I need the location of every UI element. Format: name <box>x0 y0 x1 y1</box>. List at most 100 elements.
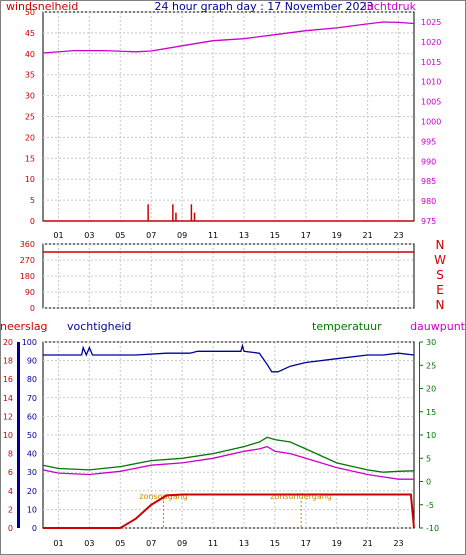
hour-tick-label: 23 <box>393 539 403 548</box>
hour-tick-label: 17 <box>301 539 311 548</box>
humidity-tick-label: 70 <box>27 394 37 403</box>
hour-tick-label: 15 <box>270 539 280 548</box>
hour-tick-label: 19 <box>332 539 342 548</box>
humidity-tick-label: 10 <box>27 505 37 514</box>
humidity-tick-label: 90 <box>27 357 37 366</box>
temperature-tick-label: 20 <box>426 385 436 394</box>
hour-tick-label: 17 <box>301 231 311 240</box>
rain-tick-label: 6 <box>8 468 13 477</box>
windspeed-tick-label: 35 <box>25 71 35 80</box>
hour-tick-label: 19 <box>332 231 342 240</box>
temperature-tick-label: 5 <box>426 454 431 463</box>
windspeed-tick-label: 15 <box>25 154 35 163</box>
chart-title: 24 hour graph day : 17 November 2023 <box>154 0 373 13</box>
hour-tick-label: 11 <box>208 231 218 240</box>
pressure-tick-label: 995 <box>421 137 436 146</box>
pressure-tick-label: 1015 <box>421 58 441 67</box>
sunset-label: zonsondergang <box>270 492 332 501</box>
compass-label: S <box>436 268 444 282</box>
rain-tick-label: 10 <box>3 431 13 440</box>
hour-tick-label: 11 <box>208 539 218 548</box>
direction-tick-label: 270 <box>20 256 35 265</box>
temperature-tick-label: 15 <box>426 408 436 417</box>
direction-tick-label: 360 <box>20 240 35 249</box>
hour-tick-label: 03 <box>84 231 94 240</box>
dewpoint-axis-title: dauwpunt <box>410 320 466 333</box>
pressure-tick-label: 985 <box>421 177 436 186</box>
pressure-tick-label: 1025 <box>421 18 441 27</box>
hour-tick-label: 03 <box>84 539 94 548</box>
hour-tick-label: 05 <box>115 231 125 240</box>
humidity-tick-label: 50 <box>27 431 37 440</box>
temperature-axis-title: temperatuur <box>312 320 382 333</box>
windspeed-tick-label: 40 <box>25 50 35 59</box>
windspeed-tick-label: 20 <box>25 133 35 142</box>
temperature-tick-label: 10 <box>426 431 436 440</box>
temperature-tick-label: -5 <box>426 501 434 510</box>
humidity-tick-label: 0 <box>32 524 37 533</box>
direction-tick-label: 0 <box>30 304 35 313</box>
temperature-line <box>42 436 415 473</box>
hour-tick-label: 13 <box>239 231 249 240</box>
rain-tick-label: 0 <box>8 524 13 533</box>
direction-tick-label: 180 <box>20 272 35 281</box>
rain-axis-title: neerslag <box>0 320 48 333</box>
hour-tick-label: 05 <box>115 539 125 548</box>
hour-tick-label: 13 <box>239 539 249 548</box>
temperature-tick-label: 0 <box>426 478 431 487</box>
windspeed-tick-label: 0 <box>30 217 35 226</box>
pressure-tick-label: 975 <box>421 217 436 226</box>
rain-tick-label: 18 <box>3 357 13 366</box>
temperature-tick-label: 25 <box>426 361 436 370</box>
pressure-tick-label: 1010 <box>421 78 441 87</box>
humidity-tick-label: 100 <box>22 338 37 347</box>
hour-tick-label: 01 <box>53 539 63 548</box>
windspeed-tick-label: 45 <box>25 29 35 38</box>
compass-label: N <box>436 298 445 312</box>
humidity-tick-label: 20 <box>27 487 37 496</box>
rain-tick-label: 16 <box>3 375 13 384</box>
windspeed-tick-label: 10 <box>25 175 35 184</box>
hour-tick-label: 21 <box>363 539 373 548</box>
compass-label: W <box>434 253 446 267</box>
compass-label: E <box>436 283 444 297</box>
humidity-tick-label: 40 <box>27 450 37 459</box>
pressure-tick-label: 1000 <box>421 117 441 126</box>
pressure-tick-label: 1020 <box>421 38 441 47</box>
hour-tick-label: 21 <box>363 231 373 240</box>
humidity-tick-label: 30 <box>27 468 37 477</box>
pressure-tick-label: 990 <box>421 157 436 166</box>
hour-tick-label: 15 <box>270 231 280 240</box>
pressure-axis-title: luchtdruk <box>364 0 417 13</box>
compass-label: N <box>436 238 445 252</box>
windspeed-tick-label: 5 <box>30 196 35 205</box>
hour-tick-label: 09 <box>177 539 187 548</box>
direction-tick-label: 90 <box>25 288 35 297</box>
hour-tick-label: 01 <box>53 231 63 240</box>
pressure-tick-label: 1005 <box>421 98 441 107</box>
windspeed-tick-label: 25 <box>25 113 35 122</box>
rain-tick-label: 14 <box>3 394 13 403</box>
dewpoint-line <box>42 445 414 480</box>
temperature-tick-label: 30 <box>426 338 436 347</box>
rain-line <box>43 493 415 529</box>
hour-tick-label: 09 <box>177 231 187 240</box>
rain-tick-label: 8 <box>8 450 13 459</box>
rain-tick-label: 2 <box>8 505 13 514</box>
pressure-tick-label: 980 <box>421 197 436 206</box>
humidity-axis-title: vochtigheid <box>67 320 131 333</box>
humidity-line <box>43 343 415 373</box>
rain-tick-label: 12 <box>3 412 13 421</box>
hour-tick-label: 23 <box>393 231 403 240</box>
temperature-tick-label: -10 <box>426 524 439 533</box>
windspeed-tick-label: 50 <box>25 8 35 17</box>
hour-tick-label: 07 <box>146 231 156 240</box>
windspeed-tick-label: 30 <box>25 92 35 101</box>
rain-tick-label: 20 <box>3 338 13 347</box>
pressure-line <box>42 21 415 54</box>
hour-tick-label: 07 <box>146 539 156 548</box>
humidity-tick-label: 80 <box>27 375 37 384</box>
rain-tick-label: 4 <box>8 487 13 496</box>
humidity-tick-label: 60 <box>27 412 37 421</box>
